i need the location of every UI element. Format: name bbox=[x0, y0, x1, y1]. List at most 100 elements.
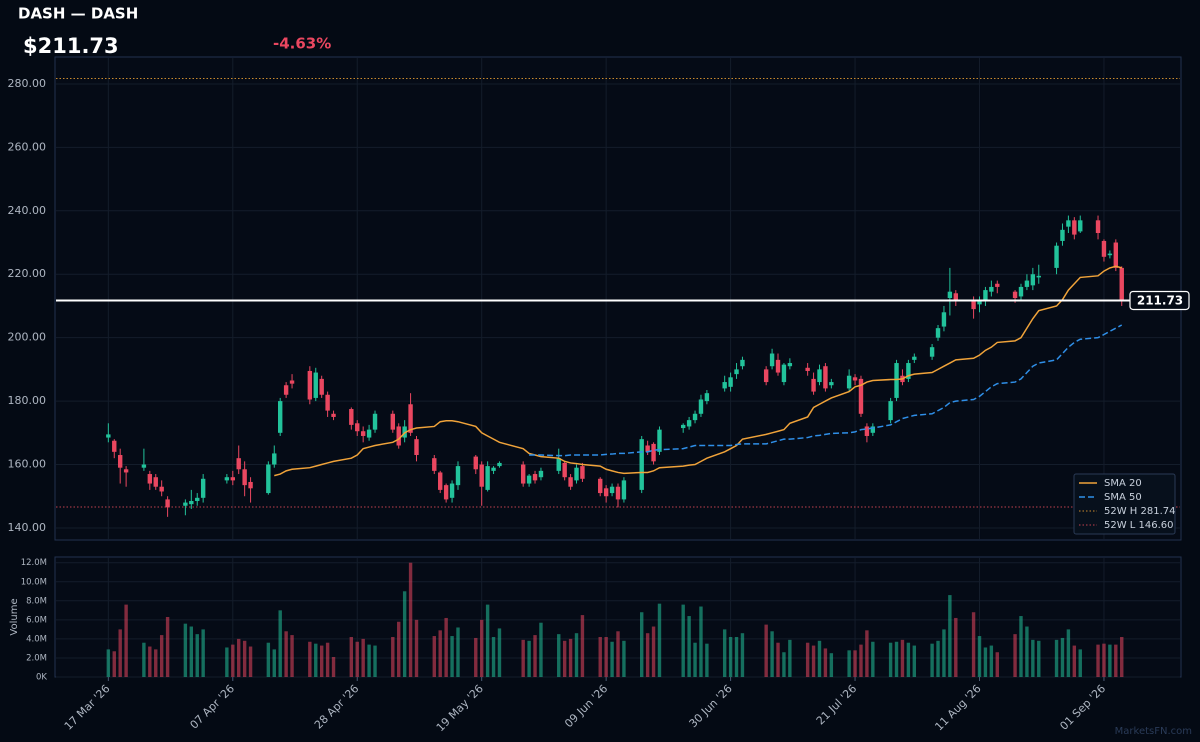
candle-body bbox=[1054, 245, 1059, 268]
volume-bar bbox=[112, 651, 116, 677]
volume-bar bbox=[450, 636, 454, 677]
volume-bar bbox=[906, 642, 911, 677]
volume-bar bbox=[640, 612, 644, 677]
volume-bar bbox=[284, 631, 288, 677]
volume-bar bbox=[829, 653, 834, 677]
candle-body bbox=[935, 328, 941, 338]
volume-bar bbox=[237, 638, 241, 677]
candle-body bbox=[817, 369, 822, 383]
candle-body bbox=[1101, 240, 1107, 257]
candle-body bbox=[278, 401, 283, 433]
volume-bar bbox=[225, 647, 229, 677]
volume-bar bbox=[231, 644, 235, 677]
volume-bar bbox=[681, 604, 685, 677]
candle-body bbox=[615, 486, 621, 500]
volume-bar bbox=[989, 645, 994, 677]
volume-bar bbox=[201, 629, 205, 677]
volume-bar bbox=[242, 640, 247, 677]
candle-body bbox=[242, 469, 247, 486]
volume-bar bbox=[142, 642, 146, 677]
volume-tick-label: 10.0M bbox=[21, 577, 47, 587]
volume-tick-label: 2.0M bbox=[26, 653, 47, 663]
volume-bar bbox=[367, 644, 371, 677]
candle-body bbox=[1060, 229, 1065, 241]
volume-bar bbox=[598, 637, 602, 677]
volume-bar bbox=[272, 649, 276, 677]
candle-body bbox=[224, 477, 230, 481]
candle-body bbox=[829, 382, 834, 386]
candle-body bbox=[941, 312, 947, 327]
sma-line bbox=[529, 324, 1123, 457]
candle-body bbox=[864, 426, 870, 436]
candle-body bbox=[147, 474, 153, 484]
candle-body bbox=[449, 483, 455, 498]
volume-bar bbox=[948, 595, 952, 677]
volume-bar bbox=[971, 612, 976, 677]
candle-body bbox=[520, 464, 526, 484]
candle-body bbox=[763, 369, 769, 383]
change-label: -4.63% bbox=[273, 35, 331, 53]
candle-body bbox=[657, 429, 662, 452]
candle-body bbox=[106, 434, 111, 438]
candle-body bbox=[432, 458, 437, 471]
candle-body bbox=[906, 363, 911, 379]
candle-body bbox=[485, 466, 490, 490]
volume-bar bbox=[1013, 634, 1017, 677]
candle-body bbox=[728, 377, 733, 387]
volume-bar bbox=[912, 645, 917, 677]
volume-bar bbox=[1078, 649, 1082, 677]
candle-body bbox=[1078, 220, 1083, 232]
watermark: MarketsFN.com bbox=[1115, 726, 1192, 737]
candle-body bbox=[165, 499, 170, 508]
candle-body bbox=[349, 409, 354, 425]
volume-bar bbox=[331, 657, 336, 677]
volume-bar bbox=[977, 636, 982, 677]
volume-bar bbox=[308, 641, 312, 677]
candle-body bbox=[598, 478, 603, 494]
volume-bar bbox=[823, 648, 828, 677]
candle-body bbox=[680, 424, 686, 429]
volume-bar bbox=[397, 621, 401, 677]
candle-body bbox=[971, 299, 976, 310]
volume-tick-label: 6.0M bbox=[26, 615, 47, 625]
candle-body bbox=[443, 485, 449, 500]
legend-label: SMA 50 bbox=[1104, 492, 1142, 503]
volume-bar bbox=[527, 640, 531, 677]
candle-body bbox=[651, 443, 656, 462]
volume-bar bbox=[557, 634, 561, 677]
volume-bar bbox=[444, 617, 448, 677]
volume-tick-label: 4.0M bbox=[26, 634, 47, 644]
volume-bar bbox=[930, 643, 934, 677]
candle-body bbox=[272, 453, 277, 465]
candle-body bbox=[455, 466, 461, 486]
candle-body bbox=[983, 290, 988, 300]
candle-body bbox=[775, 359, 781, 373]
volume-bar bbox=[432, 636, 436, 677]
candle-body bbox=[686, 420, 692, 427]
volume-bar bbox=[266, 642, 271, 677]
volume-bar bbox=[456, 627, 460, 677]
last-price-box bbox=[1129, 290, 1190, 311]
candle-body bbox=[977, 301, 982, 305]
volume-bar bbox=[1054, 639, 1059, 677]
volume-bar bbox=[314, 643, 318, 677]
volume-bar bbox=[604, 637, 608, 677]
candle-body bbox=[621, 480, 627, 500]
volume-bar bbox=[574, 633, 579, 677]
volume-bar bbox=[325, 642, 330, 677]
candle-body bbox=[283, 385, 289, 395]
volume-bar bbox=[1060, 637, 1065, 677]
volume-bar bbox=[1072, 645, 1077, 677]
volume-bar bbox=[355, 641, 359, 677]
volume-bar bbox=[373, 645, 377, 677]
candle-body bbox=[1036, 275, 1041, 278]
volume-bar bbox=[983, 647, 988, 677]
legend-label: 52W H 281.74 bbox=[1104, 506, 1175, 517]
candle-body bbox=[781, 364, 787, 383]
candle-body bbox=[1024, 280, 1030, 287]
volume-bar bbox=[391, 637, 395, 677]
candle-body bbox=[574, 467, 579, 481]
candle-body bbox=[568, 477, 573, 487]
volume-bar bbox=[1114, 644, 1118, 677]
